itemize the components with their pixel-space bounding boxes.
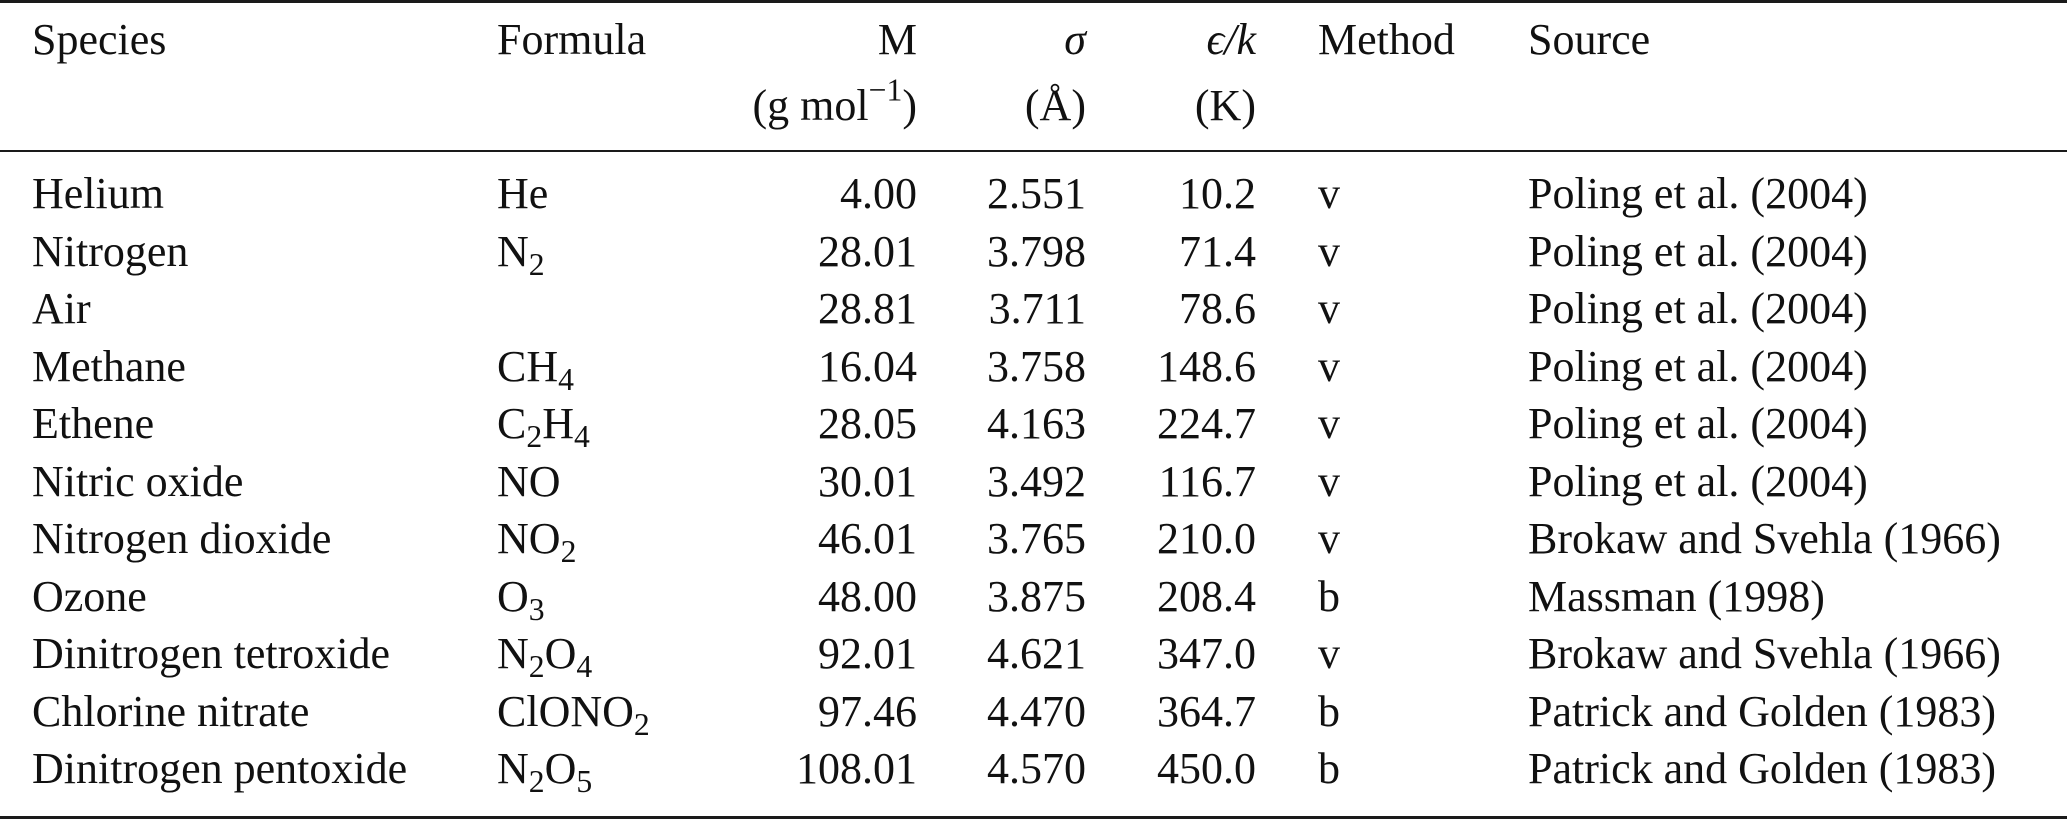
row-source: Poling et al. (2004) (1528, 227, 1868, 276)
row-source: Poling et al. (2004) (1528, 169, 1868, 218)
row-species: Nitric oxide (32, 457, 244, 506)
header-m-unit: (g mol−1) (752, 72, 917, 130)
row-source: Poling et al. (2004) (1528, 457, 1868, 506)
row-source: Patrick and Golden (1983) (1528, 687, 1996, 736)
row-eps-k: 116.7 (1158, 457, 1256, 506)
header-sigma: σ (1064, 15, 1086, 64)
row-species: Methane (32, 342, 186, 391)
row-source: Brokaw and Svehla (1966) (1528, 629, 2001, 678)
row-molar-mass: 4.00 (840, 169, 917, 218)
row-sigma: 4.570 (987, 744, 1086, 793)
row-sigma: 3.711 (988, 284, 1086, 333)
row-sigma: 3.758 (987, 342, 1086, 391)
row-species: Dinitrogen tetroxide (32, 629, 391, 678)
row-sigma: 3.765 (987, 514, 1086, 563)
header-method: Method (1318, 15, 1455, 64)
row-formula: ClONO2 (497, 687, 650, 742)
header-formula: Formula (497, 15, 647, 64)
row-molar-mass: 92.01 (818, 629, 917, 678)
bottom-rule (0, 816, 2067, 819)
row-formula: C2H4 (497, 399, 590, 454)
row-formula: NO (497, 457, 561, 506)
row-eps-k: 224.7 (1157, 399, 1256, 448)
row-method: v (1318, 629, 1340, 678)
row-method: b (1318, 687, 1340, 736)
row-species: Helium (32, 169, 164, 218)
row-species: Nitrogen dioxide (32, 514, 332, 563)
row-source: Poling et al. (2004) (1528, 284, 1868, 333)
row-method: b (1318, 744, 1340, 793)
row-method: v (1318, 514, 1340, 563)
row-method: v (1318, 169, 1340, 218)
header-eps: ϵ/k (1206, 15, 1256, 64)
row-method: v (1318, 399, 1340, 448)
row-eps-k: 364.7 (1157, 687, 1256, 736)
row-formula: He (497, 169, 549, 218)
row-sigma: 4.470 (987, 687, 1086, 736)
row-method: v (1318, 457, 1340, 506)
row-molar-mass: 28.81 (818, 284, 917, 333)
row-sigma: 2.551 (987, 169, 1086, 218)
row-source: Patrick and Golden (1983) (1528, 744, 1996, 793)
row-eps-k: 347.0 (1157, 629, 1256, 678)
row-eps-k: 210.0 (1157, 514, 1256, 563)
row-molar-mass: 46.01 (818, 514, 917, 563)
row-sigma: 4.621 (987, 629, 1086, 678)
row-molar-mass: 28.01 (818, 227, 917, 276)
row-source: Brokaw and Svehla (1966) (1528, 514, 2001, 563)
row-species: Air (32, 284, 91, 333)
row-species: Nitrogen (32, 227, 189, 276)
row-source: Poling et al. (2004) (1528, 342, 1868, 391)
row-molar-mass: 48.00 (818, 572, 917, 621)
row-molar-mass: 16.04 (818, 342, 917, 391)
row-source: Poling et al. (2004) (1528, 399, 1868, 448)
row-source: Massman (1998) (1528, 572, 1825, 621)
row-sigma: 4.163 (987, 399, 1086, 448)
row-eps-k: 78.6 (1179, 284, 1256, 333)
row-eps-k: 148.6 (1157, 342, 1256, 391)
row-species: Chlorine nitrate (32, 687, 310, 736)
header-eps-unit: (K) (1194, 81, 1256, 130)
row-sigma: 3.875 (987, 572, 1086, 621)
header-source: Source (1528, 15, 1651, 64)
row-formula: CH4 (497, 342, 574, 397)
row-formula: N2O4 (497, 629, 593, 684)
row-molar-mass: 108.01 (796, 744, 917, 793)
row-molar-mass: 97.46 (818, 687, 917, 736)
row-species: Ozone (32, 572, 147, 621)
row-method: b (1318, 572, 1340, 621)
row-eps-k: 450.0 (1157, 744, 1256, 793)
row-eps-k: 10.2 (1179, 169, 1256, 218)
header-m: M (877, 15, 917, 64)
row-eps-k: 208.4 (1157, 572, 1256, 621)
row-method: v (1318, 342, 1340, 391)
row-species: Dinitrogen pentoxide (32, 744, 408, 793)
row-species: Ethene (32, 399, 155, 448)
row-sigma: 3.798 (987, 227, 1086, 276)
row-molar-mass: 28.05 (818, 399, 917, 448)
header-rule (0, 150, 2067, 152)
row-formula: N2 (497, 227, 545, 282)
row-method: v (1318, 284, 1340, 333)
row-formula: N2O5 (497, 744, 593, 799)
row-formula: NO2 (497, 514, 577, 569)
header-species: Species (32, 15, 167, 64)
row-molar-mass: 30.01 (818, 457, 917, 506)
row-method: v (1318, 227, 1340, 276)
header-sigma-unit: (Å) (1024, 81, 1086, 130)
row-formula: O3 (497, 572, 545, 627)
row-sigma: 3.492 (987, 457, 1086, 506)
row-eps-k: 71.4 (1179, 227, 1256, 276)
top-rule (0, 0, 2067, 3)
